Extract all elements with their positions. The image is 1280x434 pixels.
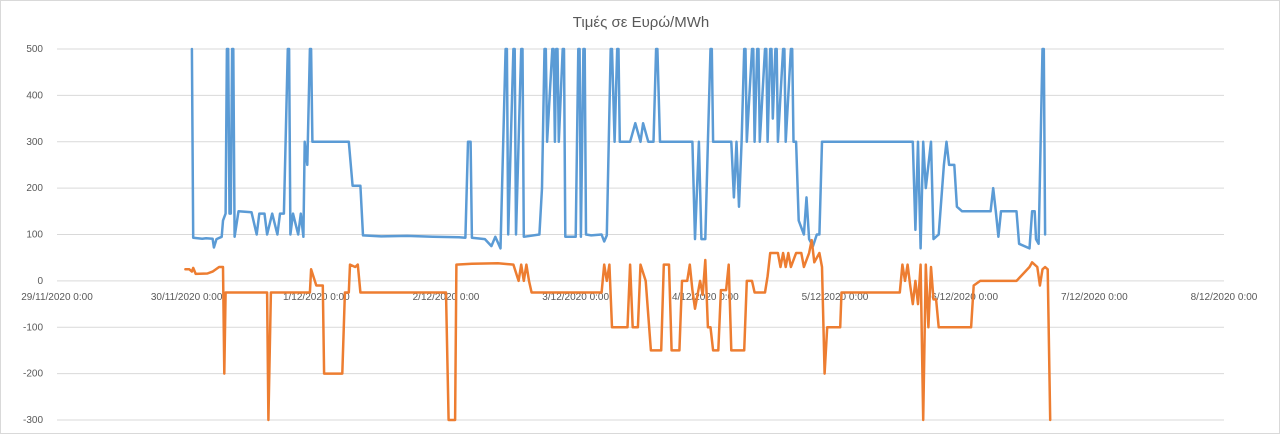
series-lines — [184, 47, 1052, 422]
series-line-1 — [190, 47, 1047, 250]
series-line-2 — [184, 238, 1052, 422]
x-tick-label: 29/11/2020 0:00 — [21, 292, 93, 303]
x-tick-label: 5/12/2020 0:00 — [802, 292, 869, 303]
x-tick-label: 1/12/2020 0:00 — [283, 292, 350, 303]
x-tick-label: 6/12/2020 0:00 — [931, 292, 998, 303]
y-tick-label: 0 — [37, 276, 43, 287]
y-tick-label: -100 — [23, 322, 43, 333]
x-tick-label: 3/12/2020 0:00 — [542, 292, 609, 303]
y-tick-label: 200 — [26, 183, 43, 194]
y-tick-label: -300 — [23, 415, 43, 426]
x-tick-label: 7/12/2020 0:00 — [1061, 292, 1128, 303]
y-axis-ticks: 500 400 300 200 100 0 -100 -200 -300 — [23, 44, 43, 426]
y-tick-label: 300 — [26, 137, 43, 148]
y-tick-label: 100 — [26, 230, 43, 241]
x-tick-label: 30/11/2020 0:00 — [151, 292, 223, 303]
y-tick-label: 500 — [26, 44, 43, 55]
x-tick-label: 8/12/2020 0:00 — [1191, 292, 1258, 303]
y-tick-label: 400 — [26, 90, 43, 101]
y-tick-label: -200 — [23, 369, 43, 380]
chart-title: Τιμές σε Ευρώ/MWh — [573, 14, 709, 31]
